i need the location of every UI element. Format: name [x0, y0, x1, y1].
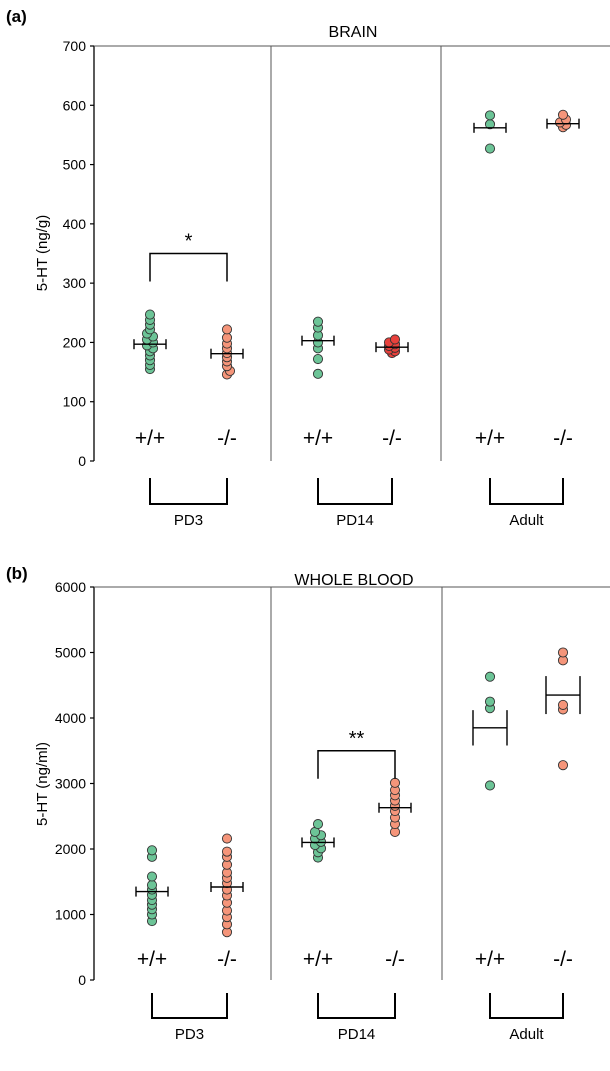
genotype-label: +/+ [135, 427, 165, 450]
data-point [484, 696, 496, 707]
plot-area-b: 0 1000 2000 3000 4000 5000 6000 +/+ -/- PD3 +/+ -/-… [55, 579, 610, 1043]
y-tick-label: 400 [63, 216, 87, 232]
data-point [146, 845, 158, 856]
data-point [221, 833, 233, 844]
significance-marker: ** [349, 728, 365, 750]
panel-whole-blood: (b) WHOLE BLOOD 5-HT (ng/ml) 0 1000 2000 30… [6, 564, 610, 1043]
data-point [389, 334, 401, 345]
y-tick-label: 500 [63, 157, 87, 173]
genotype-label: +/+ [137, 948, 167, 971]
significance-bracket [149, 252, 228, 282]
group-bracket [489, 478, 564, 505]
data-point [484, 110, 496, 121]
data-point [557, 647, 569, 658]
y-tick-label: 4000 [55, 710, 86, 726]
group-bracket [151, 993, 228, 1019]
data-point [221, 324, 233, 335]
data-point [389, 777, 401, 788]
panel-brain: (a) BRAIN 5-HT (ng/g) 0 100 200 300 400 500 60… [6, 7, 610, 529]
genotype-label: -/- [382, 427, 402, 450]
genotype-label: -/- [553, 948, 573, 971]
data-point [557, 109, 569, 120]
significance-bracket [317, 750, 396, 779]
y-axis-label-b: 5-HT (ng/ml) [34, 742, 51, 826]
data-point [557, 699, 569, 710]
chart-title-a: BRAIN [329, 24, 378, 41]
y-tick-label: 100 [63, 394, 87, 410]
data-point [144, 309, 156, 320]
plot-area-a: 0 100 200 300 400 500 600 700 +/+ -/- PD3 * +/+ -/- PD… [63, 38, 610, 529]
genotype-label: +/+ [303, 948, 333, 971]
y-axis-label-a: 5-HT (ng/g) [34, 215, 51, 291]
y-tick-label: 600 [63, 97, 87, 113]
genotype-label: +/+ [475, 948, 505, 971]
chart-title-b: WHOLE BLOOD [294, 572, 413, 589]
genotype-label: +/+ [475, 427, 505, 450]
panel-label-a: (a) [6, 7, 27, 26]
data-point [221, 846, 233, 857]
y-tick-label: 3000 [55, 776, 86, 792]
group-label: PD14 [336, 512, 374, 529]
data-point [557, 760, 569, 771]
y-tick-label: 5000 [55, 645, 86, 661]
genotype-label: -/- [217, 948, 237, 971]
data-point [484, 671, 496, 682]
panel-label-b: (b) [6, 564, 28, 583]
y-tick-label: 2000 [55, 841, 86, 857]
data-point [312, 368, 324, 379]
data-point [146, 879, 158, 891]
group-label: PD3 [174, 512, 203, 529]
group-label: PD3 [175, 1026, 204, 1043]
data-point [146, 871, 158, 882]
genotype-label: -/- [217, 427, 237, 450]
y-tick-label: 0 [78, 972, 86, 988]
group-bracket [489, 993, 564, 1019]
genotype-label: -/- [385, 948, 405, 971]
group-bracket [317, 993, 396, 1019]
genotype-label: -/- [553, 427, 573, 450]
group-label: Adult [509, 512, 544, 529]
y-tick-label: 1000 [55, 907, 86, 923]
data-point [484, 780, 496, 791]
y-tick-label: 300 [63, 275, 87, 291]
significance-marker: * [185, 231, 193, 253]
data-point [484, 143, 496, 154]
data-point [221, 332, 233, 343]
data-point [312, 316, 324, 327]
data-point [312, 353, 324, 365]
y-tick-label: 200 [63, 334, 87, 350]
group-label: Adult [509, 1026, 544, 1043]
y-tick-label: 700 [63, 38, 87, 54]
genotype-label: +/+ [303, 427, 333, 450]
group-bracket [149, 478, 228, 505]
y-tick-label: 6000 [55, 579, 86, 595]
group-bracket [317, 478, 393, 505]
data-point [312, 819, 324, 830]
group-label: PD14 [338, 1026, 376, 1043]
y-tick-label: 0 [78, 453, 86, 469]
